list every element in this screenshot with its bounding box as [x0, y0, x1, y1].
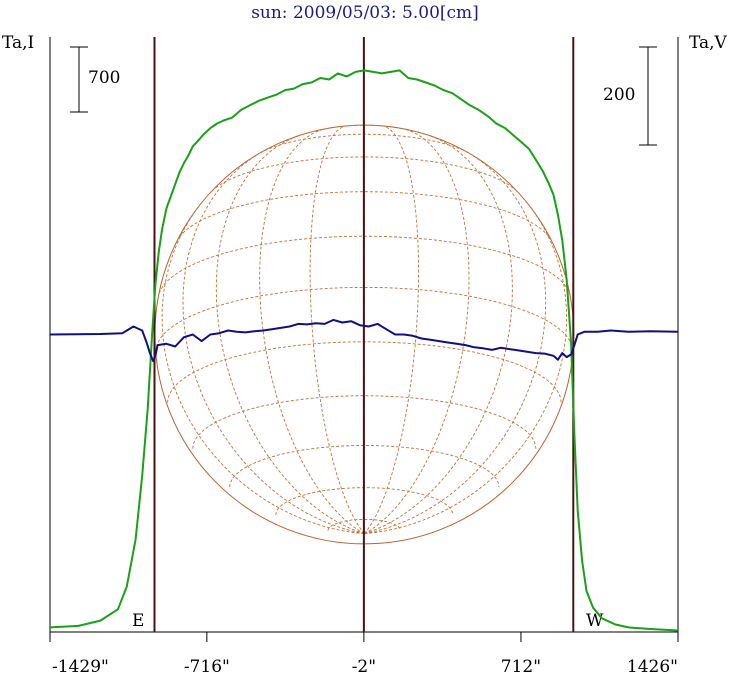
longitude-line — [364, 135, 513, 535]
x-tick-label: 712" — [501, 657, 541, 677]
series-lines — [49, 69, 679, 632]
scale-bars — [70, 46, 657, 146]
longitude-line — [364, 203, 568, 535]
longitude-line — [363, 125, 419, 534]
left-scale-bar-label: 700 — [88, 68, 121, 88]
right-axis-label: Ta,V — [689, 33, 727, 53]
longitude-line — [364, 128, 470, 535]
east-limb-label: E — [132, 611, 145, 631]
x-axis-ticks: -1429" -716" -2" 712" 1426" — [49, 632, 679, 677]
x-tick-label: 1426" — [627, 657, 678, 677]
longitude-line — [215, 135, 365, 535]
x-tick-label: -2" — [352, 657, 376, 677]
right-scale-bar-label: 200 — [603, 85, 636, 105]
x-tick-label: -1429" — [52, 657, 109, 677]
longitude-line — [161, 203, 365, 535]
x-tick-label: -716" — [184, 657, 230, 677]
plot-frame — [49, 37, 679, 633]
latitude-line — [176, 191, 553, 242]
series-I-line — [49, 69, 679, 632]
west-limb-label: W — [586, 611, 604, 631]
left-axis-label: Ta,I — [2, 33, 35, 53]
chart-title: sun: 2009/05/03: 5.00[cm] — [251, 3, 479, 23]
series-V-line — [49, 318, 679, 363]
longitude-line — [182, 154, 365, 535]
longitude-line — [259, 128, 365, 535]
longitude-line — [364, 154, 547, 535]
longitude-line — [309, 125, 365, 534]
